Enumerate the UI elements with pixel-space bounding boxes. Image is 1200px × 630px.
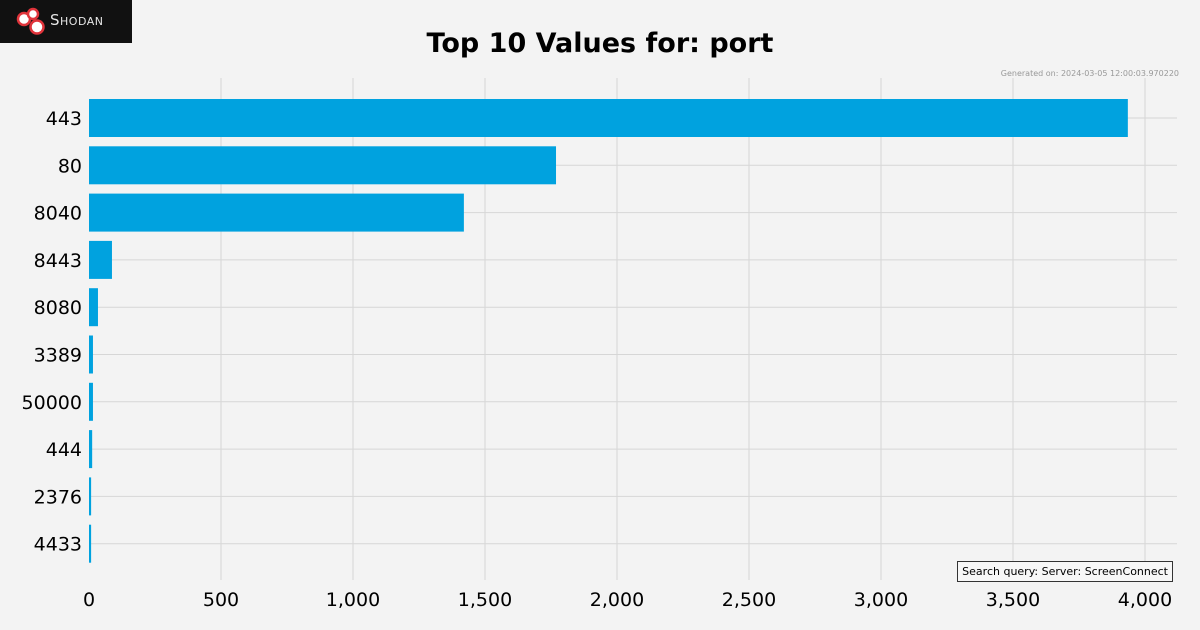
x-tick-label: 1,500 (458, 589, 512, 611)
y-tick-label: 50000 (22, 392, 82, 414)
x-tick-label: 500 (203, 589, 239, 611)
chart-title: Top 10 Values for: port (426, 28, 774, 59)
bar-4433 (89, 524, 92, 563)
bar-80 (89, 146, 557, 185)
y-tick-label: 80 (58, 155, 82, 177)
bar-8443 (89, 240, 112, 279)
x-tick-label: 2,500 (722, 589, 776, 611)
y-tick-label: 8080 (34, 297, 82, 319)
shodan-logo: Shodan (0, 0, 132, 43)
search-query-label: Search query: Server: ScreenConnect (957, 561, 1173, 582)
y-tick-label: 8040 (34, 203, 82, 225)
bar-2376 (89, 477, 92, 516)
y-tick-label: 3389 (34, 345, 82, 367)
bar-8080 (89, 288, 98, 327)
bar-444 (89, 430, 93, 469)
x-tick-label: 3,500 (986, 589, 1040, 611)
generated-timestamp: Generated on: 2024-03-05 12:00:03.970220 (1000, 69, 1179, 78)
shodan-logo-icon (16, 7, 45, 35)
x-tick-label: 3,000 (854, 589, 908, 611)
brand-name: Shodan (50, 11, 104, 29)
y-tick-label: 2376 (34, 486, 82, 508)
x-tick-label: 4,000 (1118, 589, 1172, 611)
x-tick-label: 1,000 (326, 589, 380, 611)
y-tick-label: 8443 (34, 250, 82, 272)
bar-3389 (89, 335, 93, 374)
x-tick-label: 0 (83, 589, 95, 611)
bar-8040 (89, 193, 464, 232)
y-tick-label: 4433 (34, 534, 82, 556)
bar-50000 (89, 382, 93, 421)
y-tick-label: 443 (46, 108, 82, 130)
x-tick-label: 2,000 (590, 589, 644, 611)
y-tick-label: 444 (46, 439, 82, 461)
bar-443 (89, 99, 1128, 137)
